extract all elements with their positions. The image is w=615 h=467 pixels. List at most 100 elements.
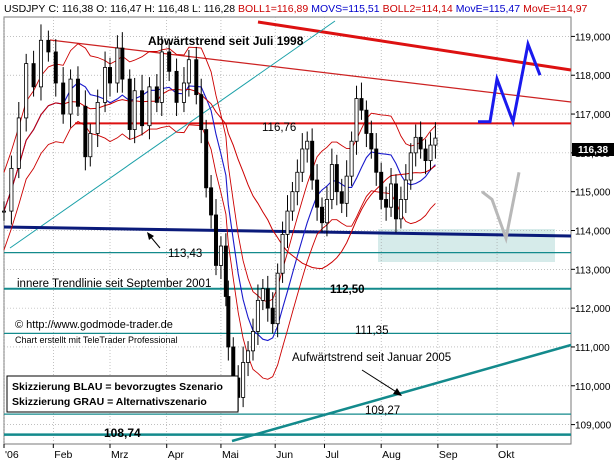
arrow-inner-trendline-head xyxy=(147,232,154,240)
candle-body xyxy=(428,144,433,162)
arrow-inner-trendline xyxy=(149,235,161,249)
candle-body xyxy=(433,137,438,146)
downtrend-line-thin xyxy=(49,39,572,103)
candle-body xyxy=(354,98,359,142)
candle-body xyxy=(167,51,172,72)
candle-body xyxy=(226,296,231,348)
candle-body xyxy=(329,164,334,200)
candle-body xyxy=(241,362,246,398)
uptrend-label: Aufwärtstrend seit Januar 2005 xyxy=(292,352,451,364)
scenario-grey-path xyxy=(481,172,521,244)
level-label-112-50: 112,50 xyxy=(330,284,365,296)
candle-body xyxy=(223,245,228,297)
candle-body xyxy=(344,175,349,204)
y-tick-label: 114,000 xyxy=(575,227,611,238)
scenario-layer xyxy=(478,38,542,244)
candle-body xyxy=(364,109,369,134)
y-tick-label: 110,000 xyxy=(575,382,611,393)
header-ohlc: C: 116,38 O: 116,47 H: 116,48 L: 116,28 xyxy=(48,3,235,15)
candle-body xyxy=(290,191,295,212)
x-tick-label: Mai xyxy=(222,449,239,461)
candle-body xyxy=(95,102,100,134)
bollinger-lower-line xyxy=(3,120,436,380)
level-label-108-74: 108,74 xyxy=(104,426,141,440)
arrow-uptrend xyxy=(361,369,399,394)
legend-blue: Skizzierung BLAU = bevorzugtes Szenario xyxy=(12,381,223,393)
x-tick-label: Feb xyxy=(54,449,72,461)
candle-body xyxy=(374,148,379,173)
x-tick-label: Sep xyxy=(439,449,458,461)
x-tick-label: Jul xyxy=(325,449,338,461)
candle-body xyxy=(24,63,29,119)
x-tick-label: Aug xyxy=(382,449,401,461)
candle-body xyxy=(68,78,73,115)
candle-body xyxy=(140,90,145,127)
candle-body xyxy=(31,63,36,88)
candle-body xyxy=(324,199,329,224)
candle-body xyxy=(418,136,423,150)
candle-body xyxy=(16,117,21,169)
x-tick-label: Jun xyxy=(276,449,293,461)
candle-layer xyxy=(2,24,438,412)
candle-body xyxy=(120,47,125,80)
header-boll2: BOLL2=114,14 xyxy=(383,3,453,15)
last-price-label: 116,38 xyxy=(578,145,608,156)
uptrend-line xyxy=(231,343,572,443)
candle-body xyxy=(359,98,364,111)
level-label-109-27: 109,27 xyxy=(365,405,400,417)
candle-body xyxy=(103,67,108,103)
y-tick-label: 111,000 xyxy=(575,343,610,354)
source-credit: Chart erstellt mit TeleTrader Profession… xyxy=(15,335,178,345)
candle-body xyxy=(389,183,394,208)
candle-body xyxy=(204,129,209,189)
header-movs: MOVS=115,51 xyxy=(311,3,380,15)
candle-body xyxy=(154,86,159,103)
candle-body xyxy=(246,350,251,363)
candle-body xyxy=(2,210,7,213)
x-tick-label: Okt xyxy=(498,449,514,461)
candle-body xyxy=(305,140,310,150)
candle-body xyxy=(38,39,43,88)
bollinger-upper-line xyxy=(3,43,436,303)
arrow-uptrend-head xyxy=(393,388,402,396)
level-layer xyxy=(4,122,571,436)
candle-body xyxy=(174,70,179,103)
downtrend-title: Abwärtstrend seit Juli 1998 xyxy=(148,34,304,48)
candle-body xyxy=(320,206,325,224)
y-tick-label: 115,000 xyxy=(575,188,611,199)
scenario-legend-box xyxy=(6,375,239,413)
candle-body xyxy=(349,140,354,177)
header-symbol: USDJPY xyxy=(4,3,45,15)
candle-body xyxy=(250,331,255,352)
candle-body xyxy=(423,148,428,162)
candle-body xyxy=(379,171,384,200)
candle-body xyxy=(295,171,300,193)
candle-body xyxy=(408,152,413,181)
candle-body xyxy=(46,39,51,53)
candle-body xyxy=(209,187,214,216)
last-price-badge xyxy=(572,143,614,156)
candle-body xyxy=(280,233,285,274)
y-tick-label: 112,000 xyxy=(575,304,611,315)
candle-body xyxy=(75,78,80,107)
candle-body xyxy=(9,167,14,212)
candle-body xyxy=(61,82,66,115)
header-move2: MovE=114,97 xyxy=(523,3,587,15)
level-label-113-43: 113,43 xyxy=(168,248,202,260)
candle-body xyxy=(199,94,204,130)
candle-body xyxy=(231,346,236,379)
downtrend-line-thick xyxy=(257,20,572,72)
candle-body xyxy=(334,164,339,193)
header-quote: USDJPY C: 116,38 O: 116,47 H: 116,48 L: 1… xyxy=(4,3,588,15)
candle-body xyxy=(255,299,260,332)
candle-body xyxy=(310,140,315,181)
candle-body xyxy=(260,288,265,301)
scenario-blue-path xyxy=(478,38,542,128)
y-tick-label: 117,000 xyxy=(575,110,611,121)
candle-body xyxy=(115,47,120,84)
x-tick-label: Apr xyxy=(168,449,185,461)
candle-body xyxy=(403,179,408,200)
candle-body xyxy=(53,51,58,84)
